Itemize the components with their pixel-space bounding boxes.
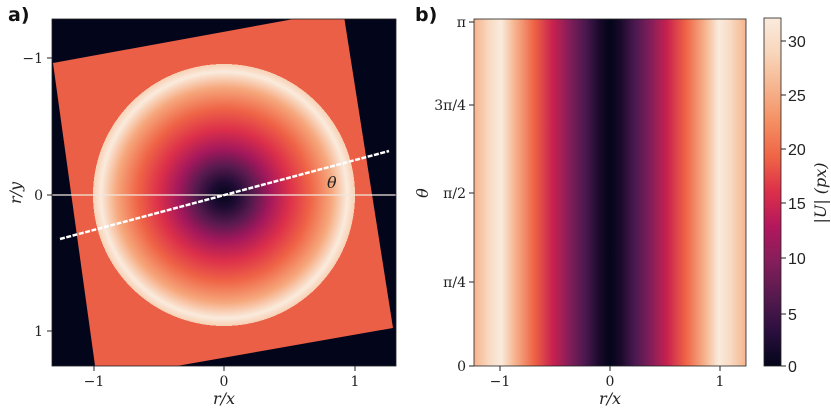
panel-a-heatmap — [52, 19, 396, 366]
colorbar-tick-label: 25 — [788, 88, 806, 105]
panel-a-theta-label: θ — [327, 173, 337, 192]
colorbar — [763, 17, 782, 367]
panel-a-xtick-label: 0 — [220, 374, 229, 390]
colorbar-tick-label: 30 — [788, 34, 806, 51]
panel-a-rotated-field — [53, 19, 393, 366]
panel-a-xtick-label: 1 — [351, 374, 360, 390]
panel-b-xtick-label: 0 — [606, 374, 615, 390]
panel-a-ytick-label: 0 — [34, 188, 43, 204]
panel-b-ytick-label: 3π/4 — [434, 98, 466, 114]
panel-b-ytick-label: π/4 — [443, 275, 466, 291]
panel-b-xtick-label: −1 — [490, 374, 511, 390]
colorbar-ticks: 0 5 10 15 20 25 30 — [781, 34, 806, 376]
panel-b-ylabel: θ — [413, 188, 432, 198]
panel-b-xticks: −1 0 1 — [490, 366, 725, 390]
panel-a-xtick-label: −1 — [84, 374, 105, 390]
panel-a-ylabel: r/y — [6, 181, 25, 204]
panel-a-angle-line — [59, 149, 390, 241]
panel-b-ytick-label: π/2 — [443, 186, 466, 202]
panel-b-yticks: 0 π/4 π/2 3π/4 π — [434, 15, 474, 375]
panel-b-xlabel: r/x — [599, 389, 621, 408]
panel-b-heatmap — [474, 19, 746, 366]
colorbar-tick-label: 5 — [788, 307, 797, 324]
panel-a-xticks: −1 0 1 — [84, 366, 360, 390]
panel-b-xtick-label: 1 — [716, 374, 725, 390]
panel-a-label: a) — [8, 4, 30, 26]
panel-b-ytick-label: π — [457, 15, 466, 31]
panel-b-ytick-label: 0 — [457, 359, 466, 375]
colorbar-tick-label: 0 — [788, 359, 797, 376]
colorbar-tick-label: 10 — [788, 251, 806, 268]
colorbar-label: |U| (px) — [811, 162, 830, 223]
panel-a-xlabel: r/x — [213, 389, 235, 408]
panel-a-ytick-label: −1 — [22, 51, 43, 67]
panel-a-ytick-label: 1 — [34, 324, 43, 340]
panel-b-label: b) — [415, 4, 437, 26]
panel-a-yticks: −1 0 1 — [22, 51, 52, 340]
colorbar-tick-label: 20 — [788, 142, 806, 159]
colorbar-tick-label: 15 — [788, 196, 806, 213]
